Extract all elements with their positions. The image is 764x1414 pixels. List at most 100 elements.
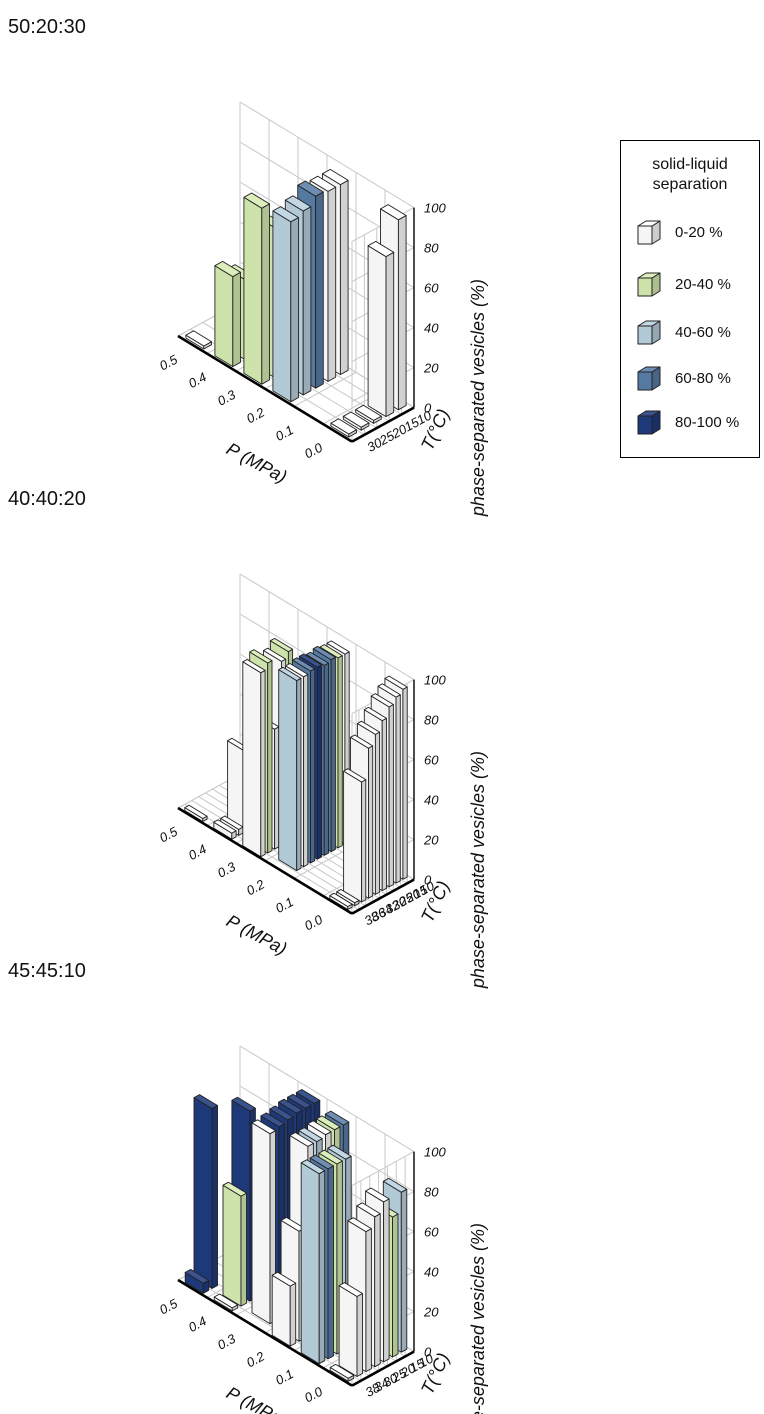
legend-item: 20-40 %	[635, 269, 731, 299]
swatch-front	[637, 325, 653, 345]
chart-title: 40:40:20	[8, 488, 86, 510]
p-tick-label: 0.4	[186, 1313, 209, 1335]
bar-top-face	[319, 644, 343, 659]
bars	[184, 637, 408, 910]
bar	[213, 819, 237, 840]
legend-swatch-icon	[637, 320, 661, 345]
bar-side-face	[274, 726, 280, 850]
bar-top-face	[367, 240, 395, 258]
p-tick-label: 0.3	[215, 1331, 239, 1353]
t-tick-label: 25	[376, 428, 397, 449]
swatch-top	[637, 410, 661, 417]
bar-top-face	[336, 889, 360, 904]
bar-top-face	[355, 404, 382, 421]
bar	[271, 1271, 297, 1347]
bar	[184, 1268, 210, 1294]
t-tick-label: 25	[388, 1365, 409, 1386]
bar-top-face	[338, 1282, 363, 1297]
p-tick-label: 0.1	[273, 1366, 296, 1388]
legend-swatch-icon	[637, 272, 661, 297]
p-tick-label: 0.4	[186, 369, 209, 391]
bar	[213, 1293, 239, 1312]
bar-top-face	[343, 768, 367, 783]
bar-side-face	[365, 1228, 372, 1373]
chart-title: 45:45:10	[8, 960, 86, 982]
bar	[184, 804, 208, 822]
bar-top-face	[193, 1094, 218, 1109]
bar-top-face	[382, 1177, 408, 1193]
bar-side-face	[337, 655, 343, 849]
bar-side-face	[327, 186, 337, 382]
legend-label: 40-60 %	[675, 323, 731, 341]
bar-side-face	[261, 203, 270, 385]
bar-side-face	[381, 717, 387, 892]
bar-front-face	[272, 210, 292, 403]
bar-top-face	[184, 1268, 210, 1284]
swatch-front	[637, 415, 653, 435]
bar-side-face	[327, 1165, 334, 1360]
bar-side-face	[339, 179, 349, 376]
bar-front-face	[271, 1274, 291, 1347]
swatch-top	[637, 220, 661, 227]
bar	[272, 206, 299, 403]
bar-side-face	[296, 677, 302, 872]
bar-top-face	[298, 653, 323, 668]
bar-side-face	[330, 656, 336, 853]
axes	[177, 1278, 415, 1387]
bar-top-face	[272, 206, 299, 223]
bar-front-face	[242, 661, 262, 858]
bar	[355, 404, 382, 424]
bar-side-face	[310, 668, 316, 864]
chart-panel-2: 40:40:20 0.5 0.4 0.3 0.2 0.1 0.0 10 15 20 25 30 32 3…	[0, 488, 600, 989]
p-tick-label: 0.2	[244, 404, 268, 426]
bar-top-face	[329, 1363, 355, 1379]
bar	[243, 192, 270, 385]
bar-top-face	[316, 1115, 341, 1131]
bar	[367, 240, 395, 418]
bar-front-face	[214, 265, 234, 368]
bar-side-face	[302, 206, 312, 396]
legend-label: 80-100 %	[675, 413, 740, 431]
t-tick-label: 25	[395, 889, 416, 910]
bar-top-face	[318, 1149, 343, 1165]
bar-top-face	[326, 640, 350, 655]
bars	[185, 168, 407, 438]
legend-swatch-icon	[637, 220, 661, 245]
legend: solid-liquid separation 0-20 % 20-40 % 4…	[620, 140, 760, 458]
bar-top-face	[330, 418, 357, 435]
z-axis-title: phase-separated vesicles (%)	[468, 1223, 488, 1414]
z-tick-label: 20	[423, 1305, 439, 1320]
z-tick-label: 0	[424, 1345, 432, 1360]
bar	[222, 1181, 247, 1307]
bar	[329, 892, 353, 910]
bar-front-face	[278, 669, 298, 872]
t-tick-label: 34	[372, 1375, 392, 1395]
bar-top-face	[292, 657, 316, 672]
z-tick-label: 20	[423, 361, 439, 376]
t-tick-label: 34	[376, 901, 396, 921]
p-tick-label: 0.5	[157, 823, 181, 845]
p-tick-label: 0.0	[302, 911, 326, 933]
bar-side-face	[383, 1198, 390, 1363]
z-tick-label: 0	[424, 873, 432, 888]
bar-top-face	[263, 647, 287, 662]
bar-side-face	[374, 731, 381, 895]
bar-top-face	[307, 1120, 332, 1136]
bar-front-face	[222, 1184, 242, 1307]
chart-title: 50:20:30	[8, 16, 86, 38]
bar-top-face	[363, 706, 387, 722]
bar-top-face	[312, 645, 336, 661]
legend-label: 20-40 %	[675, 275, 731, 293]
bar-top-face	[289, 1132, 314, 1147]
swatch-front	[637, 225, 653, 245]
p-tick-label: 0.0	[302, 1383, 326, 1405]
bar-top-face	[249, 649, 273, 664]
legend-title: solid-liquid separation	[652, 156, 728, 193]
bar-side-face	[303, 673, 309, 868]
bar-side-face	[290, 217, 299, 403]
bar-top-face	[278, 1098, 303, 1114]
z-tick-label: 100	[424, 201, 446, 216]
bar-top-face	[285, 663, 309, 678]
bars	[184, 1089, 408, 1382]
axes	[177, 334, 415, 443]
